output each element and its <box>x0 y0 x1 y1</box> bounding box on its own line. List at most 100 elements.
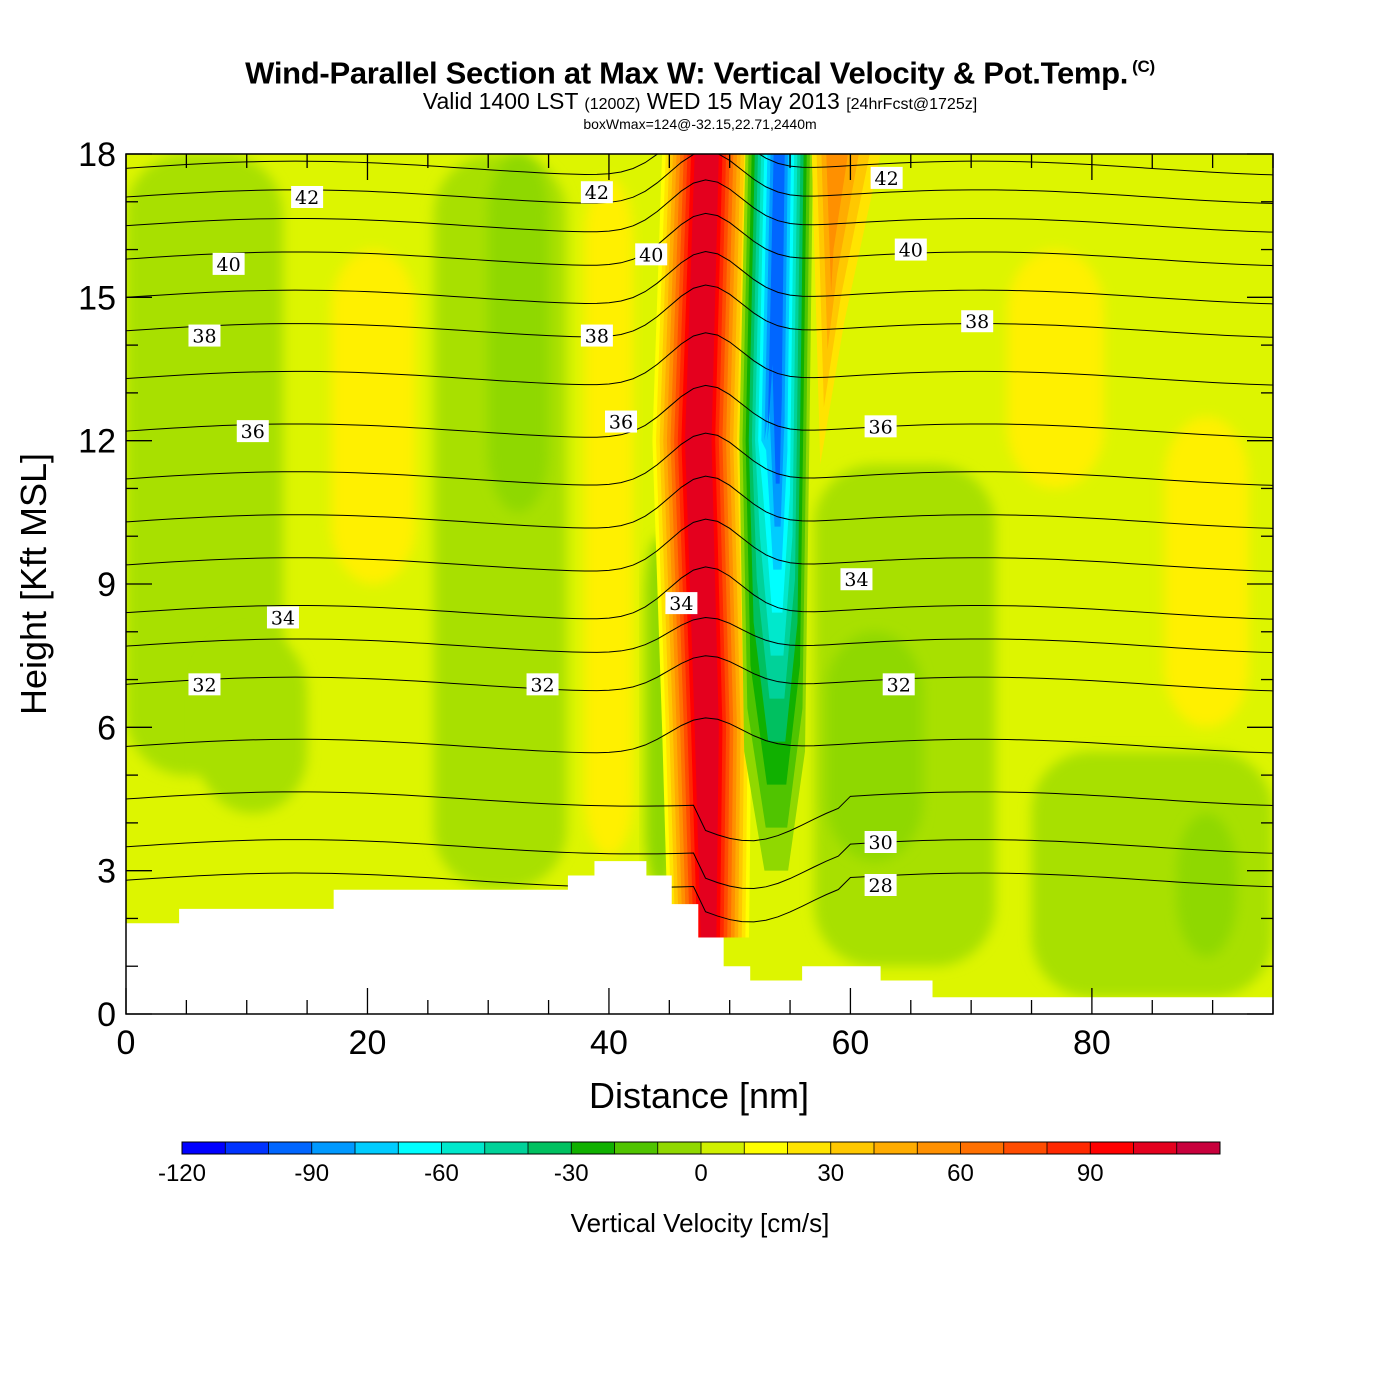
theta-contour-line <box>126 251 1273 305</box>
contour-label-text: 34 <box>271 607 295 629</box>
contour-label-box <box>840 568 873 591</box>
theta-contour-line <box>126 717 1273 754</box>
contour-label-box <box>635 243 668 266</box>
velocity-field <box>126 154 1273 1014</box>
contour-label-box <box>580 181 613 204</box>
colorbar-swatch <box>917 1142 961 1154</box>
y-tick-label: 18 <box>78 136 116 174</box>
theta-contour-labels: 42 42 42 40 40 40 38 38 38 36 36 36 34 34 34 32 32 32 30 28 <box>188 166 994 897</box>
colorbar-swatch <box>1176 1142 1221 1154</box>
contour-label-text: 34 <box>844 569 868 591</box>
theta-contour-line <box>126 791 1273 842</box>
contour-label-box <box>605 410 638 433</box>
contour-label-box <box>864 415 897 438</box>
y-tick-label: 15 <box>78 279 116 317</box>
colorbar-swatch <box>398 1142 442 1154</box>
theta-contour-line <box>126 179 1273 233</box>
contour-label: 42 <box>580 181 613 204</box>
contour-label-box <box>266 606 299 629</box>
x-tick-label: 0 <box>117 1024 136 1062</box>
contour-label-text: 36 <box>241 421 265 443</box>
colorbar-swatch <box>1003 1142 1048 1154</box>
contour-label: 34 <box>266 606 299 629</box>
contour-label-box <box>188 324 221 347</box>
contour-label-box <box>236 420 269 443</box>
contour-label: 36 <box>864 415 897 438</box>
theta-contour-line <box>126 518 1273 572</box>
colorbar-swatch <box>744 1142 788 1154</box>
box-max-info: boxWmax=124@-32.15,22.71,2440m <box>583 116 817 133</box>
theta-contour-line <box>126 284 1273 338</box>
contour-label-text: 42 <box>295 187 319 209</box>
colorbar-tick-label: -90 <box>294 1160 329 1187</box>
contour-label-box <box>864 874 897 896</box>
contour-label: 32 <box>188 673 221 696</box>
theta-contour-line <box>126 212 1273 267</box>
colorbar-swatch <box>528 1142 572 1154</box>
colorbar-swatch <box>484 1142 529 1154</box>
updraft-region-east <box>1007 249 1104 489</box>
contour-label: 40 <box>894 238 927 262</box>
contour-label-text: 38 <box>585 326 609 348</box>
y-tick-label: 6 <box>97 709 116 747</box>
chart-title: Wind-Parallel Section at Max W: Vertical… <box>0 50 1400 90</box>
colorbar-swatch <box>225 1142 269 1154</box>
valid-zulu: (1200Z) <box>584 96 641 114</box>
contour-label-text: 32 <box>887 674 911 696</box>
theta-contour-line <box>126 154 1273 176</box>
contour-label-text: 42 <box>585 182 609 204</box>
x-axis-label: Distance [nm] <box>589 1075 809 1116</box>
y-tick-label: 0 <box>97 996 116 1034</box>
contour-label: 40 <box>212 252 245 276</box>
colorbar-swatch <box>830 1142 875 1154</box>
contour-label-text: 34 <box>669 593 693 615</box>
y-tick-label: 3 <box>97 853 116 891</box>
updraft-region-far-east <box>1164 416 1249 728</box>
downdraft-band <box>767 154 785 484</box>
theta-contour-line <box>126 655 1273 692</box>
contour-label: 32 <box>882 673 915 696</box>
downdraft-core-west <box>488 154 549 513</box>
terrain-polygon <box>126 861 1273 1014</box>
colorbar-tick-label: 0 <box>694 1160 707 1187</box>
x-tick-label: 40 <box>590 1024 628 1062</box>
theta-contour-line <box>126 566 1273 620</box>
colorbar-swatch <box>1090 1142 1134 1154</box>
downdraft-region-west-low <box>198 631 308 814</box>
colorbar-swatch <box>311 1142 356 1154</box>
x-tick-label: 80 <box>1073 1024 1111 1062</box>
y-axis-label: Height [Kft MSL] <box>13 453 54 715</box>
theta-contour-line <box>126 617 1273 654</box>
contour-label: 30 <box>864 831 897 854</box>
x-tick-label: 20 <box>349 1024 387 1062</box>
contour-label-text: 38 <box>965 311 989 333</box>
valid-time: Valid 1400 LST <box>422 88 578 115</box>
contour-label: 32 <box>526 673 559 696</box>
colorbar-swatch <box>657 1142 702 1154</box>
contour-label-box <box>665 592 698 615</box>
contour-label: 34 <box>665 592 698 615</box>
chart-title-text: Wind-Parallel Section at Max W: Vertical… <box>245 55 1129 91</box>
contour-label-text: 40 <box>899 240 923 262</box>
contour-label: 38 <box>580 324 613 348</box>
theta-contour-line <box>126 872 1273 923</box>
colorbar-swatch <box>787 1142 832 1154</box>
updraft-region-west <box>331 249 416 585</box>
colorbar-swatch <box>701 1142 745 1154</box>
contour-label-text: 32 <box>192 674 216 696</box>
terrain-mask <box>126 861 1273 1014</box>
colorbar-tick-label: -120 <box>158 1160 206 1187</box>
valid-time-line: Valid 1400 LST (1200Z) WED 15 May 2013 [… <box>0 90 1400 116</box>
colorbar-tick-label: -30 <box>554 1160 589 1187</box>
colorbar: -120 -90 -60 -30 0 30 60 90 <box>158 1141 1221 1187</box>
y-tick-label: 12 <box>78 423 116 461</box>
colorbar-swatch <box>571 1142 615 1154</box>
colorbar-tick-label: 60 <box>947 1160 974 1187</box>
contour-label: 40 <box>635 243 668 266</box>
downdraft-region-west <box>126 154 283 776</box>
colorbar-swatch <box>441 1142 486 1154</box>
colorbar-swatch <box>268 1142 313 1154</box>
contour-label-box <box>882 673 915 696</box>
